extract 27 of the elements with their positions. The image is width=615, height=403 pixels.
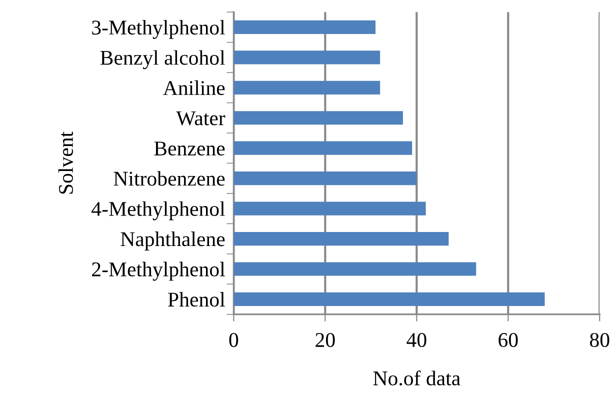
x-tick-label: 20 (316, 333, 335, 348)
x-axis-title: No.of data (373, 370, 460, 386)
y-tick-label: Benzyl alcohol (100, 50, 225, 70)
bar (234, 80, 380, 94)
y-tick-label: 4-Methylphenol (92, 201, 225, 220)
x-tick-label: 0 (229, 333, 238, 348)
y-tick-label: Naphthalene (120, 232, 225, 250)
x-tick-label: 80 (590, 333, 610, 348)
y-tick-label: 2-Methylphenol (92, 262, 225, 281)
y-tick-label: Water (176, 111, 226, 126)
bar (234, 50, 380, 64)
y-tick-label: Phenol (168, 292, 225, 307)
bar (234, 202, 426, 216)
bar (234, 232, 449, 246)
bar (234, 172, 417, 186)
bar (234, 262, 476, 276)
bar (234, 292, 545, 306)
x-tick-label: 40 (406, 333, 426, 348)
y-tick-label: 3-Methylphenol (92, 20, 225, 39)
y-axis-title: Solvent (58, 132, 74, 194)
y-tick-label: Aniline (163, 80, 225, 96)
bar (234, 141, 412, 155)
x-tick-label: 60 (498, 333, 518, 348)
y-tick-label: Benzene (154, 142, 225, 156)
bar (234, 20, 376, 34)
y-tick-label: Nitrobenzene (114, 171, 225, 186)
bar (234, 111, 403, 125)
